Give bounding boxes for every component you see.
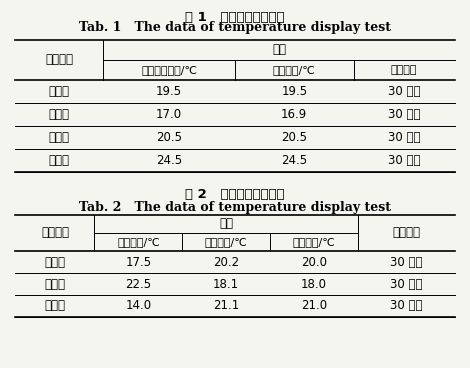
Text: 测试显示温度/℃: 测试显示温度/℃ <box>141 65 197 75</box>
Text: 表 1   温度显示测试数据: 表 1 温度显示测试数据 <box>185 11 285 24</box>
Text: 持续时间: 持续时间 <box>391 65 417 75</box>
Text: 测试次数: 测试次数 <box>45 53 73 66</box>
Text: 第三次: 第三次 <box>49 131 70 144</box>
Text: 第二次: 第二次 <box>45 277 65 291</box>
Text: 30 分钟: 30 分钟 <box>390 300 423 312</box>
Text: 20.0: 20.0 <box>301 256 327 269</box>
Text: 21.1: 21.1 <box>213 300 239 312</box>
Text: 18.1: 18.1 <box>213 277 239 291</box>
Text: 实际温度/℃: 实际温度/℃ <box>273 65 316 75</box>
Text: 16.9: 16.9 <box>281 108 307 121</box>
Text: 第一次: 第一次 <box>49 85 70 98</box>
Text: 24.5: 24.5 <box>156 154 182 167</box>
Text: 17.0: 17.0 <box>156 108 182 121</box>
Text: 结束温度/℃: 结束温度/℃ <box>205 237 248 247</box>
Text: Tab. 2   The data of temperature display test: Tab. 2 The data of temperature display t… <box>79 201 391 214</box>
Text: 30 分钟: 30 分钟 <box>388 131 420 144</box>
Text: 19.5: 19.5 <box>156 85 182 98</box>
Text: 项目: 项目 <box>219 217 233 230</box>
Text: 第二次: 第二次 <box>49 108 70 121</box>
Text: 30 分钟: 30 分钟 <box>388 85 420 98</box>
Text: 24.5: 24.5 <box>281 154 307 167</box>
Text: Tab. 1   The data of temperature display test: Tab. 1 The data of temperature display t… <box>79 21 391 35</box>
Text: 21.0: 21.0 <box>301 300 327 312</box>
Text: 起始温度/℃: 起始温度/℃ <box>117 237 160 247</box>
Text: 17.5: 17.5 <box>125 256 151 269</box>
Text: 20.2: 20.2 <box>213 256 239 269</box>
Text: 设定温度/℃: 设定温度/℃ <box>293 237 336 247</box>
Text: 19.5: 19.5 <box>281 85 307 98</box>
Text: 30 分钟: 30 分钟 <box>390 256 423 269</box>
Text: 第三次: 第三次 <box>45 300 65 312</box>
Text: 30 分钟: 30 分钟 <box>390 277 423 291</box>
Text: 30 分钟: 30 分钟 <box>388 108 420 121</box>
Text: 测试次数: 测试次数 <box>41 226 69 240</box>
Text: 20.5: 20.5 <box>156 131 182 144</box>
Text: 持续时间: 持续时间 <box>392 226 420 240</box>
Text: 22.5: 22.5 <box>125 277 151 291</box>
Text: 20.5: 20.5 <box>281 131 307 144</box>
Text: 14.0: 14.0 <box>125 300 151 312</box>
Text: 项目: 项目 <box>272 43 286 56</box>
Text: 30 分钟: 30 分钟 <box>388 154 420 167</box>
Text: 第一次: 第一次 <box>45 256 65 269</box>
Text: 第四次: 第四次 <box>49 154 70 167</box>
Text: 18.0: 18.0 <box>301 277 327 291</box>
Text: 表 2   温度显示测试数据: 表 2 温度显示测试数据 <box>185 188 285 201</box>
